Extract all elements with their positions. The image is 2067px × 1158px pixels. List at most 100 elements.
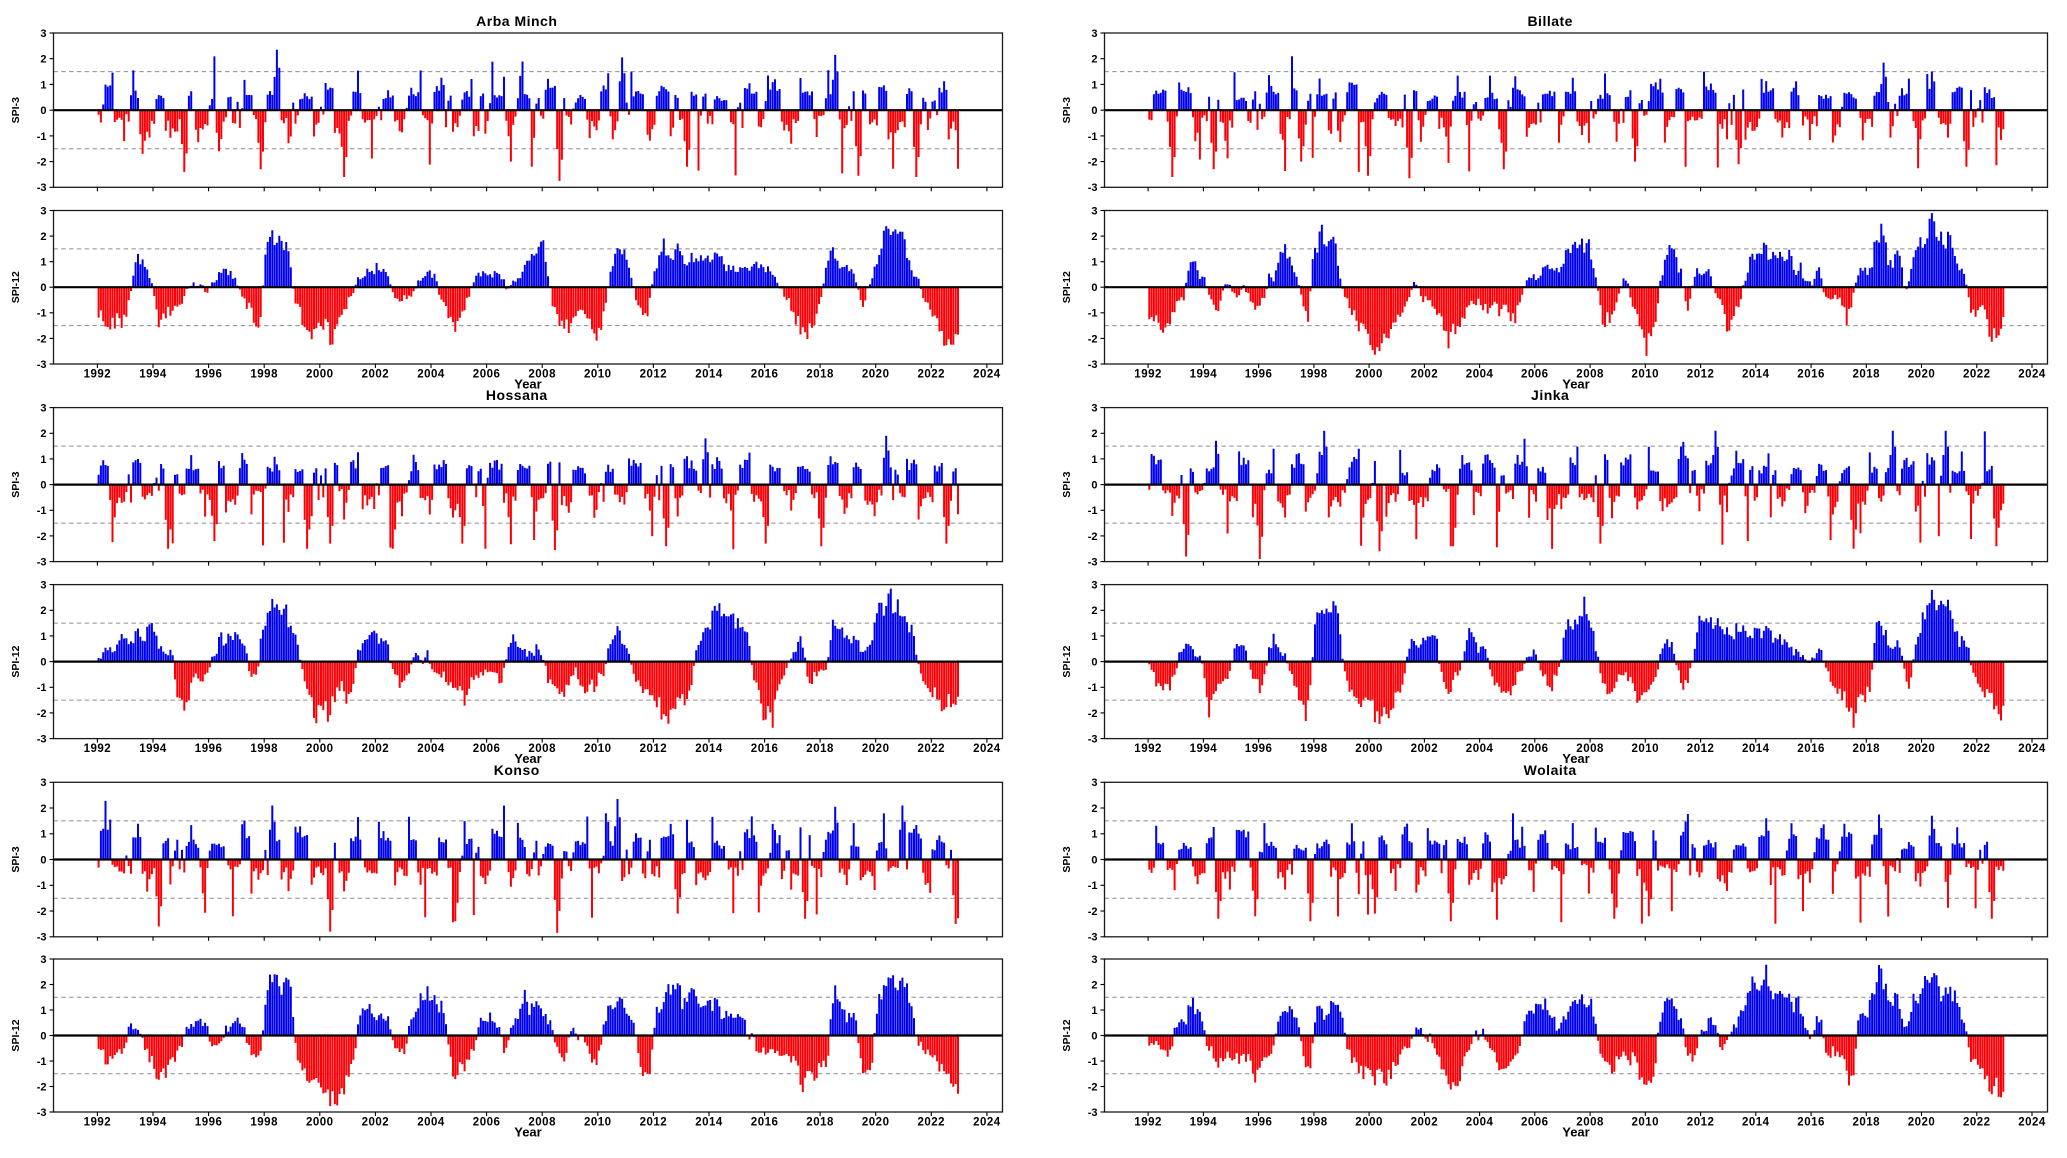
svg-text:2: 2 <box>40 605 46 617</box>
svg-text:2012: 2012 <box>1687 1117 1715 1129</box>
svg-text:2014: 2014 <box>695 369 723 381</box>
svg-text:Year: Year <box>514 377 541 392</box>
svg-text:-2: -2 <box>1088 333 1098 345</box>
svg-text:2022: 2022 <box>918 369 946 381</box>
svg-text:-1: -1 <box>37 131 47 143</box>
svg-text:3: 3 <box>40 403 46 415</box>
svg-text:2000: 2000 <box>1355 1117 1383 1129</box>
svg-text:2016: 2016 <box>751 743 779 755</box>
svg-text:2008: 2008 <box>1576 743 1604 755</box>
svg-text:2008: 2008 <box>1576 1117 1604 1129</box>
svg-text:2: 2 <box>1091 803 1097 815</box>
svg-text:2014: 2014 <box>695 1117 723 1129</box>
svg-text:2002: 2002 <box>1411 369 1439 381</box>
svg-text:1996: 1996 <box>1245 743 1273 755</box>
svg-text:-2: -2 <box>1088 157 1098 169</box>
svg-text:3: 3 <box>1091 777 1097 789</box>
svg-text:-1: -1 <box>1088 505 1098 517</box>
svg-text:-3: -3 <box>37 734 47 746</box>
svg-text:2020: 2020 <box>1908 369 1936 381</box>
svg-text:2022: 2022 <box>1963 369 1991 381</box>
svg-text:2002: 2002 <box>362 1117 390 1129</box>
svg-text:1992: 1992 <box>1134 369 1162 381</box>
svg-text:Year: Year <box>514 1125 541 1140</box>
svg-text:2: 2 <box>1091 428 1097 440</box>
svg-text:2: 2 <box>1091 231 1097 243</box>
svg-text:1: 1 <box>1091 454 1097 466</box>
svg-text:1: 1 <box>40 257 46 269</box>
svg-text:2020: 2020 <box>862 743 890 755</box>
svg-text:2012: 2012 <box>640 1117 668 1129</box>
svg-text:SPI-3: SPI-3 <box>10 846 22 872</box>
svg-text:2006: 2006 <box>473 369 501 381</box>
svg-text:SPI-3: SPI-3 <box>10 97 22 123</box>
svg-text:1: 1 <box>1091 631 1097 643</box>
svg-text:1994: 1994 <box>1190 369 1218 381</box>
svg-text:2002: 2002 <box>1411 743 1439 755</box>
svg-text:-3: -3 <box>1088 1107 1098 1119</box>
svg-text:-3: -3 <box>37 1107 47 1119</box>
svg-text:1: 1 <box>40 1005 46 1017</box>
svg-text:1996: 1996 <box>195 743 223 755</box>
svg-text:2016: 2016 <box>1797 369 1825 381</box>
svg-text:SPI-12: SPI-12 <box>1061 271 1073 303</box>
svg-text:1996: 1996 <box>195 1117 223 1129</box>
svg-text:-3: -3 <box>37 182 47 194</box>
svg-text:1: 1 <box>1091 829 1097 841</box>
svg-text:3: 3 <box>1091 954 1097 966</box>
svg-text:Jinka: Jinka <box>1531 387 1569 403</box>
svg-text:Year: Year <box>514 751 541 766</box>
svg-text:-2: -2 <box>37 531 47 543</box>
svg-text:1996: 1996 <box>1245 369 1273 381</box>
svg-text:-3: -3 <box>1088 359 1098 371</box>
svg-text:2006: 2006 <box>1521 369 1549 381</box>
svg-text:2008: 2008 <box>1576 369 1604 381</box>
svg-text:SPI-3: SPI-3 <box>1061 97 1073 123</box>
svg-text:2010: 2010 <box>584 743 612 755</box>
svg-text:0: 0 <box>40 854 46 866</box>
svg-text:2004: 2004 <box>1466 1117 1494 1129</box>
svg-text:-2: -2 <box>1088 1081 1098 1093</box>
svg-text:Billate: Billate <box>1527 13 1573 29</box>
svg-text:1992: 1992 <box>84 369 112 381</box>
svg-text:2000: 2000 <box>1355 369 1383 381</box>
svg-text:-3: -3 <box>1088 557 1098 569</box>
svg-text:2024: 2024 <box>973 743 1001 755</box>
svg-text:2004: 2004 <box>1466 743 1494 755</box>
svg-text:-2: -2 <box>1088 531 1098 543</box>
svg-text:2018: 2018 <box>1853 369 1881 381</box>
svg-text:-1: -1 <box>37 880 47 892</box>
svg-text:2022: 2022 <box>1963 1117 1991 1129</box>
svg-text:SPI-3: SPI-3 <box>1061 846 1073 872</box>
svg-text:2012: 2012 <box>640 743 668 755</box>
svg-text:2024: 2024 <box>2018 369 2046 381</box>
svg-text:2006: 2006 <box>1521 743 1549 755</box>
svg-text:-1: -1 <box>37 1056 47 1068</box>
svg-text:Year: Year <box>1562 1125 1589 1140</box>
svg-text:2002: 2002 <box>1411 1117 1439 1129</box>
svg-text:2010: 2010 <box>584 1117 612 1129</box>
svg-text:3: 3 <box>40 205 46 217</box>
svg-text:2002: 2002 <box>362 369 390 381</box>
svg-text:2022: 2022 <box>918 743 946 755</box>
svg-text:SPI-3: SPI-3 <box>1061 471 1073 497</box>
svg-text:2022: 2022 <box>1963 743 1991 755</box>
svg-text:2008: 2008 <box>528 743 556 755</box>
svg-text:1: 1 <box>40 79 46 91</box>
svg-text:2020: 2020 <box>1908 743 1936 755</box>
svg-text:2018: 2018 <box>1853 743 1881 755</box>
svg-text:1: 1 <box>40 454 46 466</box>
svg-text:2010: 2010 <box>1632 743 1660 755</box>
svg-text:1: 1 <box>40 631 46 643</box>
svg-text:0: 0 <box>1091 854 1097 866</box>
svg-text:2004: 2004 <box>417 369 445 381</box>
svg-text:-1: -1 <box>37 505 47 517</box>
svg-text:-3: -3 <box>1088 182 1098 194</box>
svg-text:2018: 2018 <box>806 743 834 755</box>
svg-text:1996: 1996 <box>195 369 223 381</box>
svg-text:-1: -1 <box>37 682 47 694</box>
svg-text:2018: 2018 <box>806 369 834 381</box>
svg-text:1998: 1998 <box>1300 369 1328 381</box>
svg-text:1998: 1998 <box>250 369 278 381</box>
svg-text:1994: 1994 <box>139 1117 167 1129</box>
